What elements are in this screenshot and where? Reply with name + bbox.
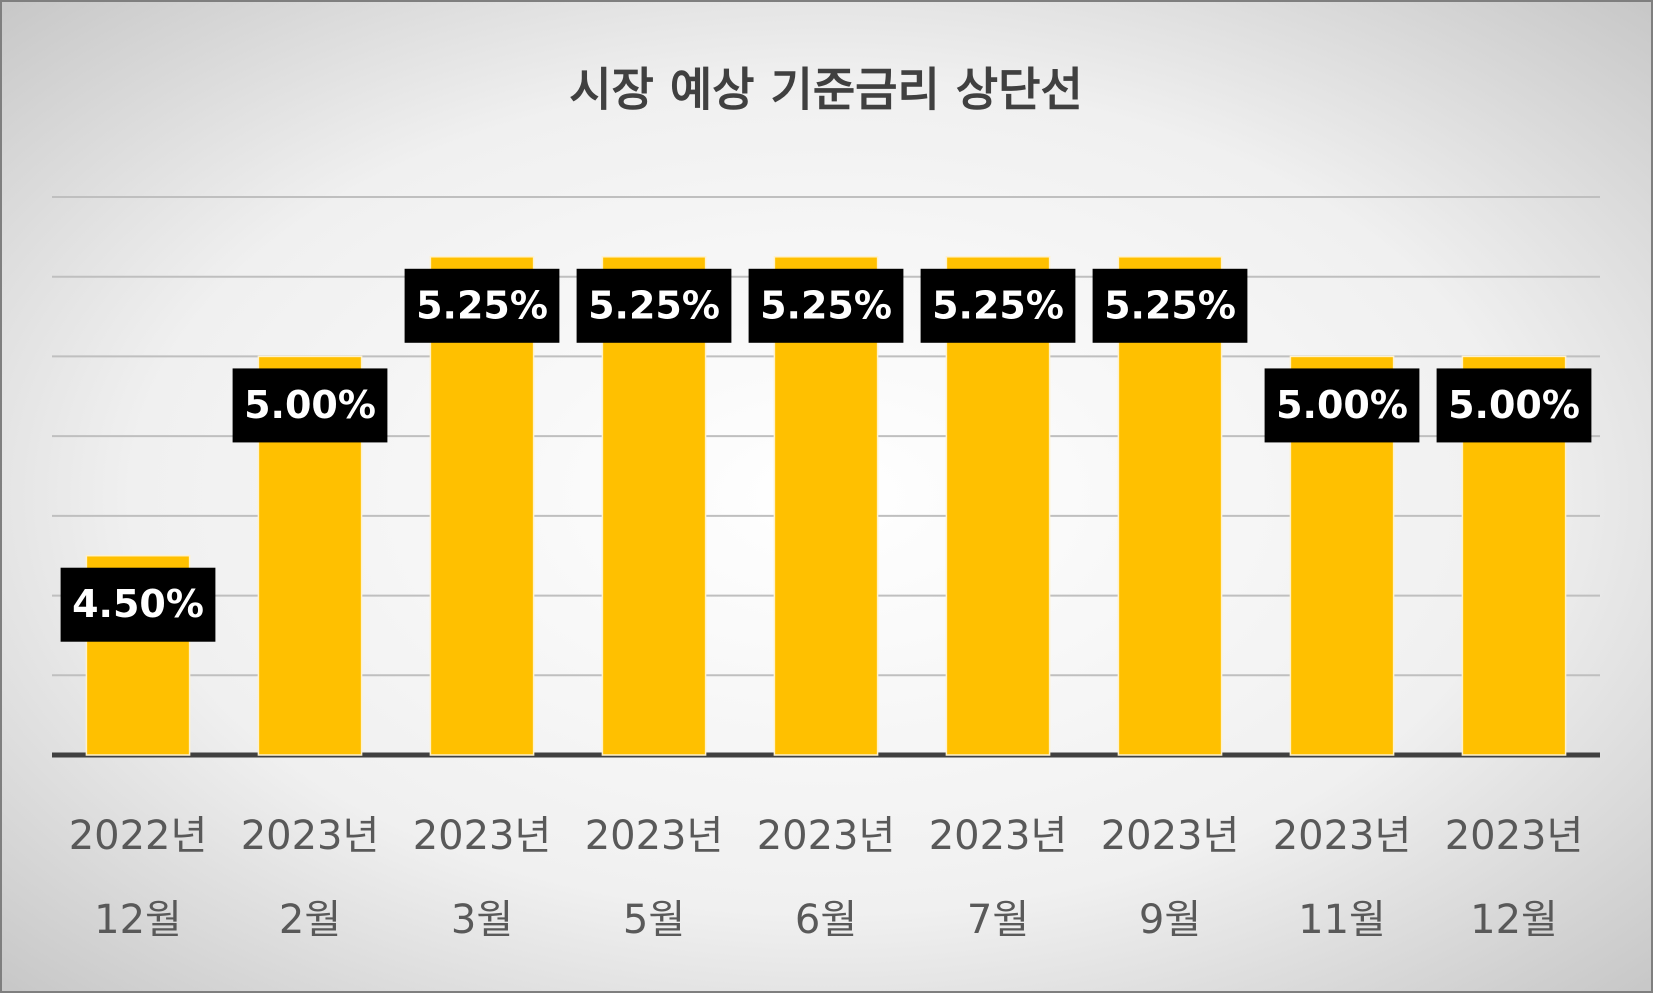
- x-tick-label: 11월: [1298, 897, 1386, 943]
- value-label: 5.25%: [1104, 283, 1236, 327]
- x-tick-label: 2023년: [585, 813, 724, 859]
- value-label-box: [232, 368, 388, 443]
- value-label-box: [404, 268, 560, 343]
- value-label: 5.25%: [932, 283, 1064, 327]
- x-tick-label: 2023년: [413, 813, 552, 859]
- chart-title: 시장 예상 기준금리 상단선: [569, 63, 1083, 117]
- value-label-box: [1436, 368, 1592, 443]
- value-label: 5.00%: [244, 383, 376, 427]
- value-label: 5.00%: [1448, 383, 1580, 427]
- value-label: 5.00%: [1276, 383, 1408, 427]
- value-label-box: [748, 268, 904, 343]
- x-tick-label: 2월: [279, 897, 341, 943]
- x-tick-label: 6월: [795, 897, 857, 943]
- x-tick-label: 2023년: [241, 813, 380, 859]
- value-label: 5.25%: [760, 283, 892, 327]
- labels: 4.50% 2022년 12월 5.00% 2023년 2월 5.25% 2023년 3월 5.2…: [60, 268, 1592, 943]
- x-tick-label: 2023년: [757, 813, 896, 859]
- value-label-box: [920, 268, 1076, 343]
- value-label-box: [576, 268, 732, 343]
- x-tick-label: 2023년: [1101, 813, 1240, 859]
- value-label: 5.25%: [588, 283, 720, 327]
- x-tick-label: 5월: [623, 897, 685, 943]
- value-label-box: [60, 567, 216, 642]
- x-tick-label: 2023년: [929, 813, 1068, 859]
- x-tick-label: 9월: [1139, 897, 1201, 943]
- x-tick-label: 7월: [967, 897, 1029, 943]
- x-tick-label: 3월: [451, 897, 513, 943]
- x-tick-label: 2023년: [1273, 813, 1412, 859]
- value-label-box: [1092, 268, 1248, 343]
- x-tick-label: 2022년: [69, 813, 208, 859]
- value-label: 5.25%: [416, 283, 548, 327]
- value-label: 4.50%: [72, 582, 204, 626]
- x-tick-label: 12월: [1470, 897, 1558, 943]
- value-label-box: [1264, 368, 1420, 443]
- x-tick-label: 12월: [94, 897, 182, 943]
- x-tick-label: 2023년: [1445, 813, 1584, 859]
